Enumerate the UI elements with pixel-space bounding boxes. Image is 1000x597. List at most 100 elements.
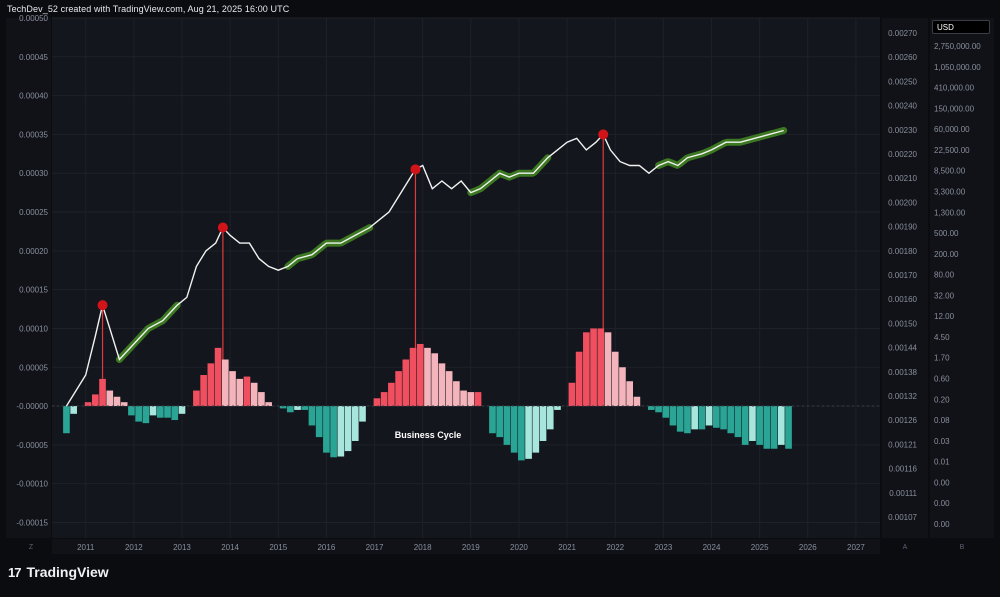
histogram-bar [135, 406, 142, 422]
histogram-bar [655, 406, 662, 413]
histogram-bar [156, 406, 164, 418]
histogram-bar [597, 328, 605, 407]
histogram-bar [734, 406, 742, 438]
right-axis-tick: 32.00 [934, 291, 955, 300]
histogram-bar [402, 359, 410, 407]
histogram-bar [373, 398, 381, 407]
histogram-bar [669, 406, 677, 426]
right-axis-tick: 150,000.00 [934, 104, 975, 113]
mid-axis-tick: 0.00144 [888, 344, 917, 353]
right-axis-tick: 60,000.00 [934, 125, 970, 134]
mid-axis-tick: 0.00250 [888, 77, 917, 86]
histogram-bar [539, 406, 547, 441]
scale-button-left[interactable]: Z [29, 544, 34, 551]
mid-axis-tick: 0.00126 [888, 416, 917, 425]
left-axis-tick: 0.00030 [19, 169, 48, 178]
mid-axis-tick: 0.00132 [888, 392, 917, 401]
histogram-bar [438, 363, 446, 407]
left-axis-tick: 0.00040 [19, 92, 48, 101]
scale-button-mid[interactable]: A [903, 544, 908, 551]
right-axis-tick: 2,750,000.00 [934, 42, 981, 51]
histogram-bar [409, 347, 417, 407]
mid-axis-tick: 0.00116 [889, 465, 918, 474]
histogram-bar [286, 406, 294, 413]
right-axis-tick: 4.50 [934, 333, 950, 342]
cycle-top-drop-lines [101, 134, 604, 379]
right-axis: 2,750,000.00 1,050,000.00 410,000.00 150,00… [934, 42, 981, 529]
left-axis-tick: 0.00035 [19, 130, 48, 139]
histogram-bar [221, 359, 229, 407]
histogram-bar [395, 371, 402, 407]
mid-axis-tick: 0.00200 [888, 198, 917, 207]
histogram-bar [214, 347, 222, 407]
mid-axis-tick: 0.00230 [888, 126, 917, 135]
left-axis-tick: -0.00015 [16, 518, 48, 527]
left-axis-tick: -0.00010 [16, 480, 48, 489]
histogram-bar [207, 363, 215, 407]
right-axis-tick: 0.08 [934, 416, 950, 425]
histogram-bar [741, 406, 749, 445]
time-axis-tick: 2022 [606, 543, 624, 552]
time-axis-tick: 2019 [462, 543, 480, 552]
tradingview-logo-icon: 17 [8, 564, 22, 580]
histogram-bar [424, 347, 431, 407]
histogram-bar [626, 381, 633, 407]
scale-button-right[interactable]: B [960, 544, 965, 551]
histogram-bar [294, 406, 301, 410]
histogram-bar [149, 406, 157, 416]
right-axis-tick: 3,300.00 [934, 187, 966, 196]
histogram-bar [128, 406, 135, 416]
left-axis-panel [6, 18, 51, 538]
left-axis-tick: 0.00025 [19, 208, 48, 217]
histogram-bar [200, 375, 207, 407]
mid-axis-tick: 0.00111 [889, 489, 917, 498]
right-axis-tick: 0.20 [934, 395, 950, 404]
histogram-bar [756, 406, 763, 445]
histogram-bar [604, 332, 612, 407]
brand[interactable]: 17 TradingView [8, 564, 109, 580]
histogram-bar [250, 382, 258, 407]
time-axis-tick: 2024 [703, 543, 721, 552]
histogram-bar [193, 390, 200, 407]
currency-badge[interactable]: USD [932, 20, 990, 34]
right-axis-tick: 1.70 [934, 354, 950, 363]
histogram-bar [99, 378, 106, 407]
histogram-bar [575, 351, 583, 407]
right-axis-tick: 410,000.00 [934, 84, 975, 93]
time-axis-tick: 2015 [269, 543, 287, 552]
time-axis: 2011 2012 2013 2014 2015 2016 2017 2018 2019 2020… [77, 543, 865, 552]
right-axis-tick: 0.03 [934, 437, 950, 446]
left-axis-tick: 0.00020 [19, 247, 48, 256]
histogram-bar [178, 406, 186, 414]
business-cycle-annotation: Business Cycle [395, 430, 462, 440]
right-axis-tick: 0.00 [934, 478, 950, 487]
right-axis-tick: 200.00 [934, 250, 959, 259]
histogram-bar [532, 406, 540, 453]
right-axis-tick: 22,500.00 [934, 146, 970, 155]
time-axis-tick: 2016 [317, 543, 335, 552]
mid-axis-tick: 0.00180 [888, 247, 917, 256]
mid-axis: 0.00270 0.00260 0.00250 0.00240 0.00230 0.002… [888, 29, 917, 522]
histogram-bar [489, 406, 496, 434]
histogram-bar [611, 351, 619, 407]
time-axis-tick: 2014 [221, 543, 239, 552]
histogram-bar [546, 406, 554, 430]
histogram-bar [315, 406, 323, 438]
histogram-bar [120, 402, 128, 407]
time-axis-tick: 2021 [558, 543, 576, 552]
histogram-bar [323, 406, 330, 453]
histogram-bar [164, 406, 171, 418]
left-axis-tick: 0.00005 [19, 363, 48, 372]
mid-axis-tick: 0.00150 [888, 319, 917, 328]
time-axis-tick: 2018 [414, 543, 432, 552]
time-axis-tick: 2026 [799, 543, 817, 552]
histogram-bar [525, 406, 532, 459]
histogram-bar [684, 406, 691, 434]
brand-name: TradingView [26, 564, 109, 580]
histogram-bar [416, 343, 424, 407]
histogram-bar [698, 406, 706, 430]
left-axis-tick: 0.00015 [19, 286, 48, 295]
histogram-bar [84, 402, 92, 407]
